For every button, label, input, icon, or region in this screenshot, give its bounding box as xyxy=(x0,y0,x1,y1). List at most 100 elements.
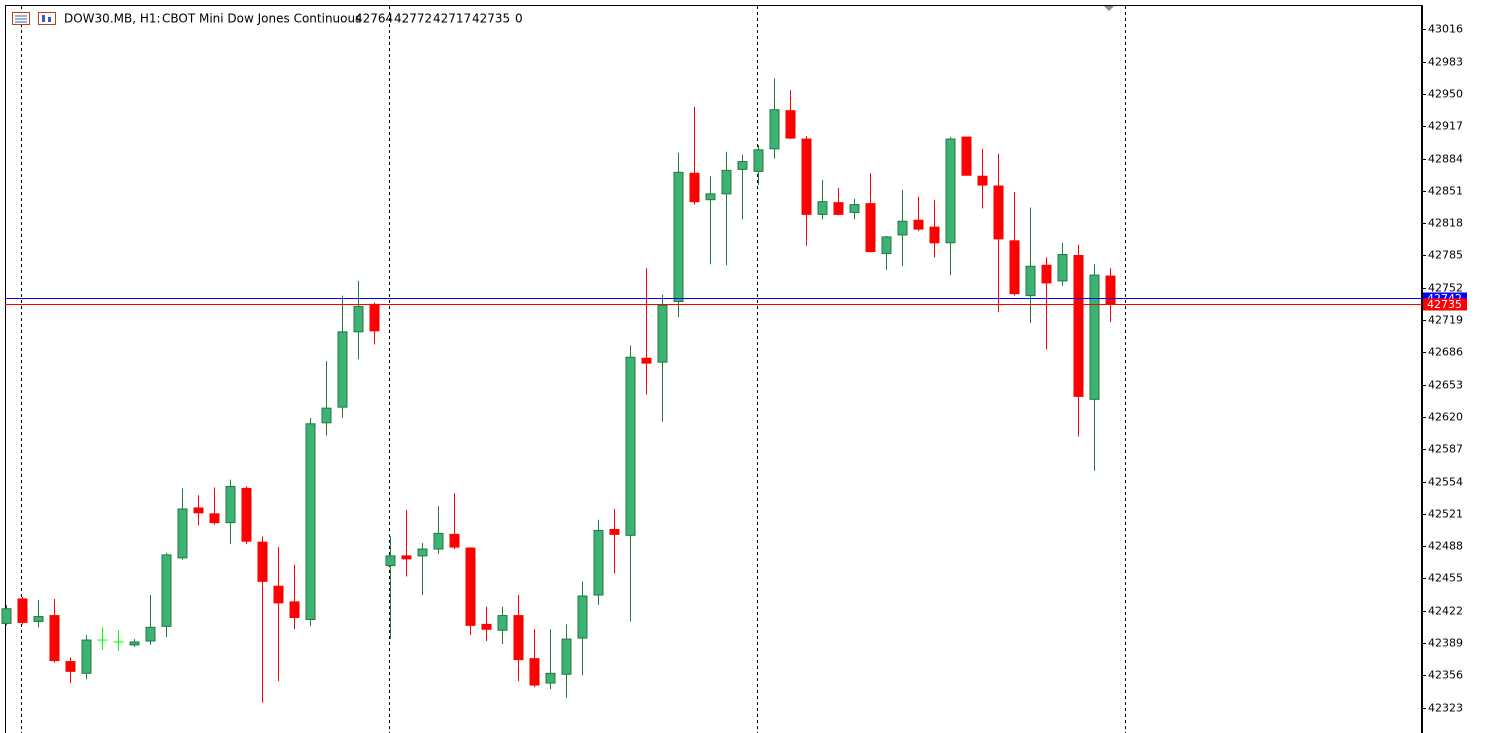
candle-body xyxy=(161,554,172,627)
candle-body xyxy=(769,109,780,150)
candle-body xyxy=(209,513,220,524)
candle-body xyxy=(945,138,956,244)
candle-body xyxy=(81,639,92,674)
candle-body xyxy=(17,598,28,623)
candle-body xyxy=(753,149,764,172)
y-tick-label: 42851 xyxy=(1428,185,1463,198)
y-tick-label: 42488 xyxy=(1428,540,1463,553)
candle-body xyxy=(1073,254,1084,397)
candle-body xyxy=(1009,240,1020,295)
candle-body xyxy=(1089,274,1100,400)
volume: 0 xyxy=(515,12,523,26)
y-tick-label: 42587 xyxy=(1428,443,1463,456)
candle-body xyxy=(897,220,908,236)
description: CBOT Mini Dow Jones Continuous xyxy=(162,12,361,26)
price-label-box xyxy=(1423,298,1467,311)
candle-body xyxy=(225,485,236,524)
y-tick-label: 43016 xyxy=(1428,23,1463,36)
candle-body xyxy=(705,193,716,201)
price-label: 42735 xyxy=(1427,298,1462,311)
candle-body xyxy=(1041,264,1052,284)
candle-body xyxy=(177,508,188,559)
candle-body xyxy=(641,357,652,364)
y-tick-label: 42620 xyxy=(1428,411,1463,424)
candle-body xyxy=(273,585,284,604)
y-tick-label: 42653 xyxy=(1428,379,1463,392)
y-tick-label: 42422 xyxy=(1428,605,1463,618)
candle-body xyxy=(257,541,268,582)
y-tick-label: 42389 xyxy=(1428,637,1463,650)
candle-body xyxy=(801,138,812,215)
candle-body xyxy=(49,615,60,662)
candle-body xyxy=(241,487,252,542)
icon xyxy=(42,15,45,22)
ohlc-open: 42764 xyxy=(355,12,393,26)
candle-body xyxy=(289,601,300,619)
candle-body xyxy=(609,528,620,535)
candle-body xyxy=(977,175,988,186)
ohlc-high: 42772 xyxy=(394,12,432,26)
candle-body xyxy=(481,623,492,630)
candle-body xyxy=(465,547,476,626)
y-tick-label: 42719 xyxy=(1428,314,1463,327)
y-tick-label: 42686 xyxy=(1428,346,1463,359)
ohlc-low: 42717 xyxy=(433,12,471,26)
candle-body xyxy=(881,236,892,255)
candle-body xyxy=(625,356,636,536)
symbol: DOW30.MB, H1: xyxy=(64,12,161,26)
candle-body xyxy=(545,672,556,684)
shift-marker xyxy=(1104,6,1114,11)
y-tick-label: 42983 xyxy=(1428,56,1463,69)
candle-body xyxy=(785,110,796,139)
candle-body xyxy=(689,172,700,203)
y-tick-label: 42917 xyxy=(1428,120,1463,133)
candle-body xyxy=(305,423,316,620)
candle-body xyxy=(833,202,844,215)
candle-body xyxy=(65,661,76,672)
candle-body xyxy=(721,169,732,195)
y-tick-label: 42818 xyxy=(1428,217,1463,230)
candle-body xyxy=(961,136,972,176)
y-tick-label: 42884 xyxy=(1428,153,1463,166)
candle-body xyxy=(401,555,412,560)
candle-body xyxy=(369,303,380,332)
candle-body xyxy=(865,203,876,253)
candle-body xyxy=(657,304,668,363)
candle-body xyxy=(497,615,508,631)
y-tick-label: 42554 xyxy=(1428,476,1463,489)
candle-body xyxy=(993,185,1004,240)
candle-body xyxy=(321,407,332,424)
candle-body xyxy=(817,201,828,215)
candle-body xyxy=(337,331,348,408)
candle-body xyxy=(561,638,572,675)
candle-body xyxy=(913,219,924,230)
candle-body xyxy=(593,529,604,596)
y-tick-label: 42521 xyxy=(1428,508,1463,521)
candle-body xyxy=(385,555,396,567)
candle-body xyxy=(1,608,12,624)
candle-body xyxy=(193,507,204,514)
ohlc-close: 42735 xyxy=(472,12,510,26)
candle-body xyxy=(929,226,940,244)
candle-body xyxy=(737,161,748,170)
candle-body xyxy=(529,658,540,686)
y-tick-label: 42950 xyxy=(1428,88,1463,101)
y-tick-label: 42323 xyxy=(1428,702,1463,715)
chart-frame xyxy=(5,5,1422,733)
candle-body xyxy=(1105,275,1116,305)
candle-body xyxy=(433,532,444,550)
icon xyxy=(38,12,56,25)
candle-body xyxy=(577,595,588,639)
candle-body xyxy=(1057,254,1068,282)
candle-body xyxy=(417,548,428,557)
candle-body xyxy=(513,615,524,661)
candle-body xyxy=(129,641,140,646)
icon xyxy=(48,17,51,22)
candle-body xyxy=(849,204,860,213)
header-icons xyxy=(12,12,56,25)
candle-body xyxy=(1025,265,1036,297)
candle-body xyxy=(673,171,684,302)
y-tick-label: 42455 xyxy=(1428,572,1463,585)
